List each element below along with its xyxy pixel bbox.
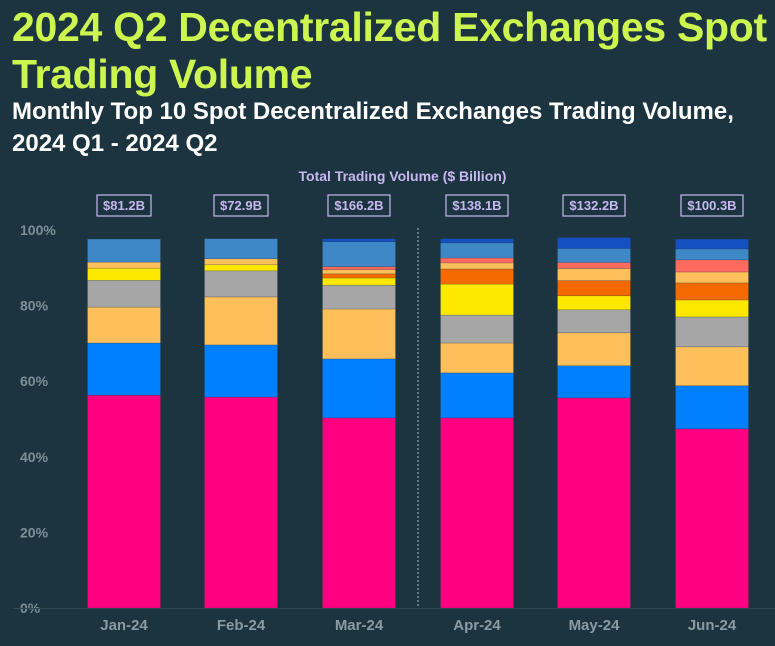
bar-segment: [557, 268, 631, 281]
bar-stack: [675, 238, 749, 609]
bar-segment: [322, 277, 396, 286]
bar-segment: [322, 266, 396, 270]
bar-stack: [440, 238, 514, 609]
y-tick-label: 60%: [20, 373, 49, 389]
bar-segment: [87, 261, 161, 269]
bar-segment: [322, 238, 396, 243]
bar-segment: [440, 257, 514, 264]
bar-segment: [557, 332, 631, 367]
y-axis-ticks: 0%20%40%60%80%100%: [20, 222, 56, 616]
bar-segment: [204, 344, 278, 398]
bar-segment: [440, 314, 514, 344]
bar-segment: [675, 316, 749, 348]
bar-segment: [675, 259, 749, 273]
x-tick-label: Jan-24: [100, 617, 148, 634]
bars: [87, 237, 749, 609]
bar-segment: [322, 358, 396, 419]
bar-segment: [322, 241, 396, 267]
chart-title: Total Trading Volume ($ Billion): [298, 168, 507, 184]
total-label-box: [445, 194, 509, 217]
bar-segment: [557, 237, 631, 249]
bar-segment: [440, 417, 514, 609]
bar-segment: [557, 295, 631, 311]
bar-segment: [675, 299, 749, 318]
bar-segment: [204, 258, 278, 266]
total-label: $166.2B: [334, 198, 383, 213]
bar-segment: [204, 264, 278, 272]
bar-segment: [675, 346, 749, 387]
bar-segment: [322, 417, 396, 609]
bar-segment: [322, 269, 396, 275]
bar-segment: [557, 280, 631, 297]
x-tick-label: Apr-24: [453, 617, 501, 634]
bar-segment: [440, 283, 514, 316]
x-tick-label: Jun-24: [688, 617, 737, 634]
bar-segment: [204, 396, 278, 609]
page-subtitle: Monthly Top 10 Spot Decentralized Exchan…: [12, 98, 734, 157]
x-tick-label: Mar-24: [335, 617, 384, 634]
total-label: $81.2B: [103, 198, 145, 213]
x-tick-label: May-24: [569, 617, 621, 634]
bar-segment: [322, 308, 396, 360]
bar-segment: [675, 428, 749, 609]
bar-segment: [557, 365, 631, 399]
bar-segment: [675, 282, 749, 301]
page-title: 2024 Q2 Decentralized Exchanges Spot Tra…: [12, 4, 767, 97]
y-tick-label: 80%: [20, 298, 49, 314]
bar-segment: [440, 372, 514, 419]
bar-stack: [557, 237, 631, 609]
total-label: $72.9B: [220, 198, 262, 213]
bar-segment: [322, 284, 396, 310]
bar-stack: [87, 238, 161, 609]
bar-segment: [87, 342, 161, 396]
total-label-box: [96, 194, 152, 217]
bar-segment: [204, 270, 278, 298]
bar-segment: [675, 248, 749, 261]
total-label-box: [213, 194, 269, 217]
bar-segment: [87, 306, 161, 344]
bar-segment: [675, 385, 749, 430]
y-tick-label: 20%: [20, 524, 49, 540]
bar-segment: [557, 309, 631, 334]
bar-segment: [675, 238, 749, 250]
y-tick-label: 100%: [20, 222, 56, 238]
bar-stack: [204, 238, 278, 609]
total-label-box: [327, 194, 391, 217]
bar-segment: [557, 262, 631, 269]
total-label-box: [680, 194, 744, 217]
y-tick-label: 40%: [20, 449, 49, 465]
bar-segment: [440, 262, 514, 270]
x-axis-ticks: Jan-24 Feb-24 Mar-24 Apr-24 May-24 Jun-24: [100, 617, 737, 634]
bar-segment: [440, 238, 514, 244]
total-label: $100.3B: [687, 198, 736, 213]
total-label: $132.2B: [569, 198, 618, 213]
bar-stack: [322, 238, 396, 609]
bar-segment: [87, 394, 161, 609]
bar-segment: [87, 267, 161, 281]
bar-segment: [440, 268, 514, 285]
bar-segment: [440, 242, 514, 259]
total-label-box: [562, 194, 626, 217]
bar-segment: [440, 342, 514, 374]
bar-segment: [87, 279, 161, 308]
bar-segment: [557, 397, 631, 609]
x-tick-label: Feb-24: [217, 617, 266, 634]
total-labels: $81.2B $72.9B $166.2B $138.1B $132.2B $100.3B: [96, 194, 744, 217]
bar-segment: [322, 273, 396, 279]
bar-segment: [87, 238, 161, 263]
bar-segment: [675, 271, 749, 284]
bar-segment: [204, 238, 278, 260]
bar-segment: [204, 296, 278, 346]
total-label: $138.1B: [452, 198, 501, 213]
bar-segment: [557, 248, 631, 263]
